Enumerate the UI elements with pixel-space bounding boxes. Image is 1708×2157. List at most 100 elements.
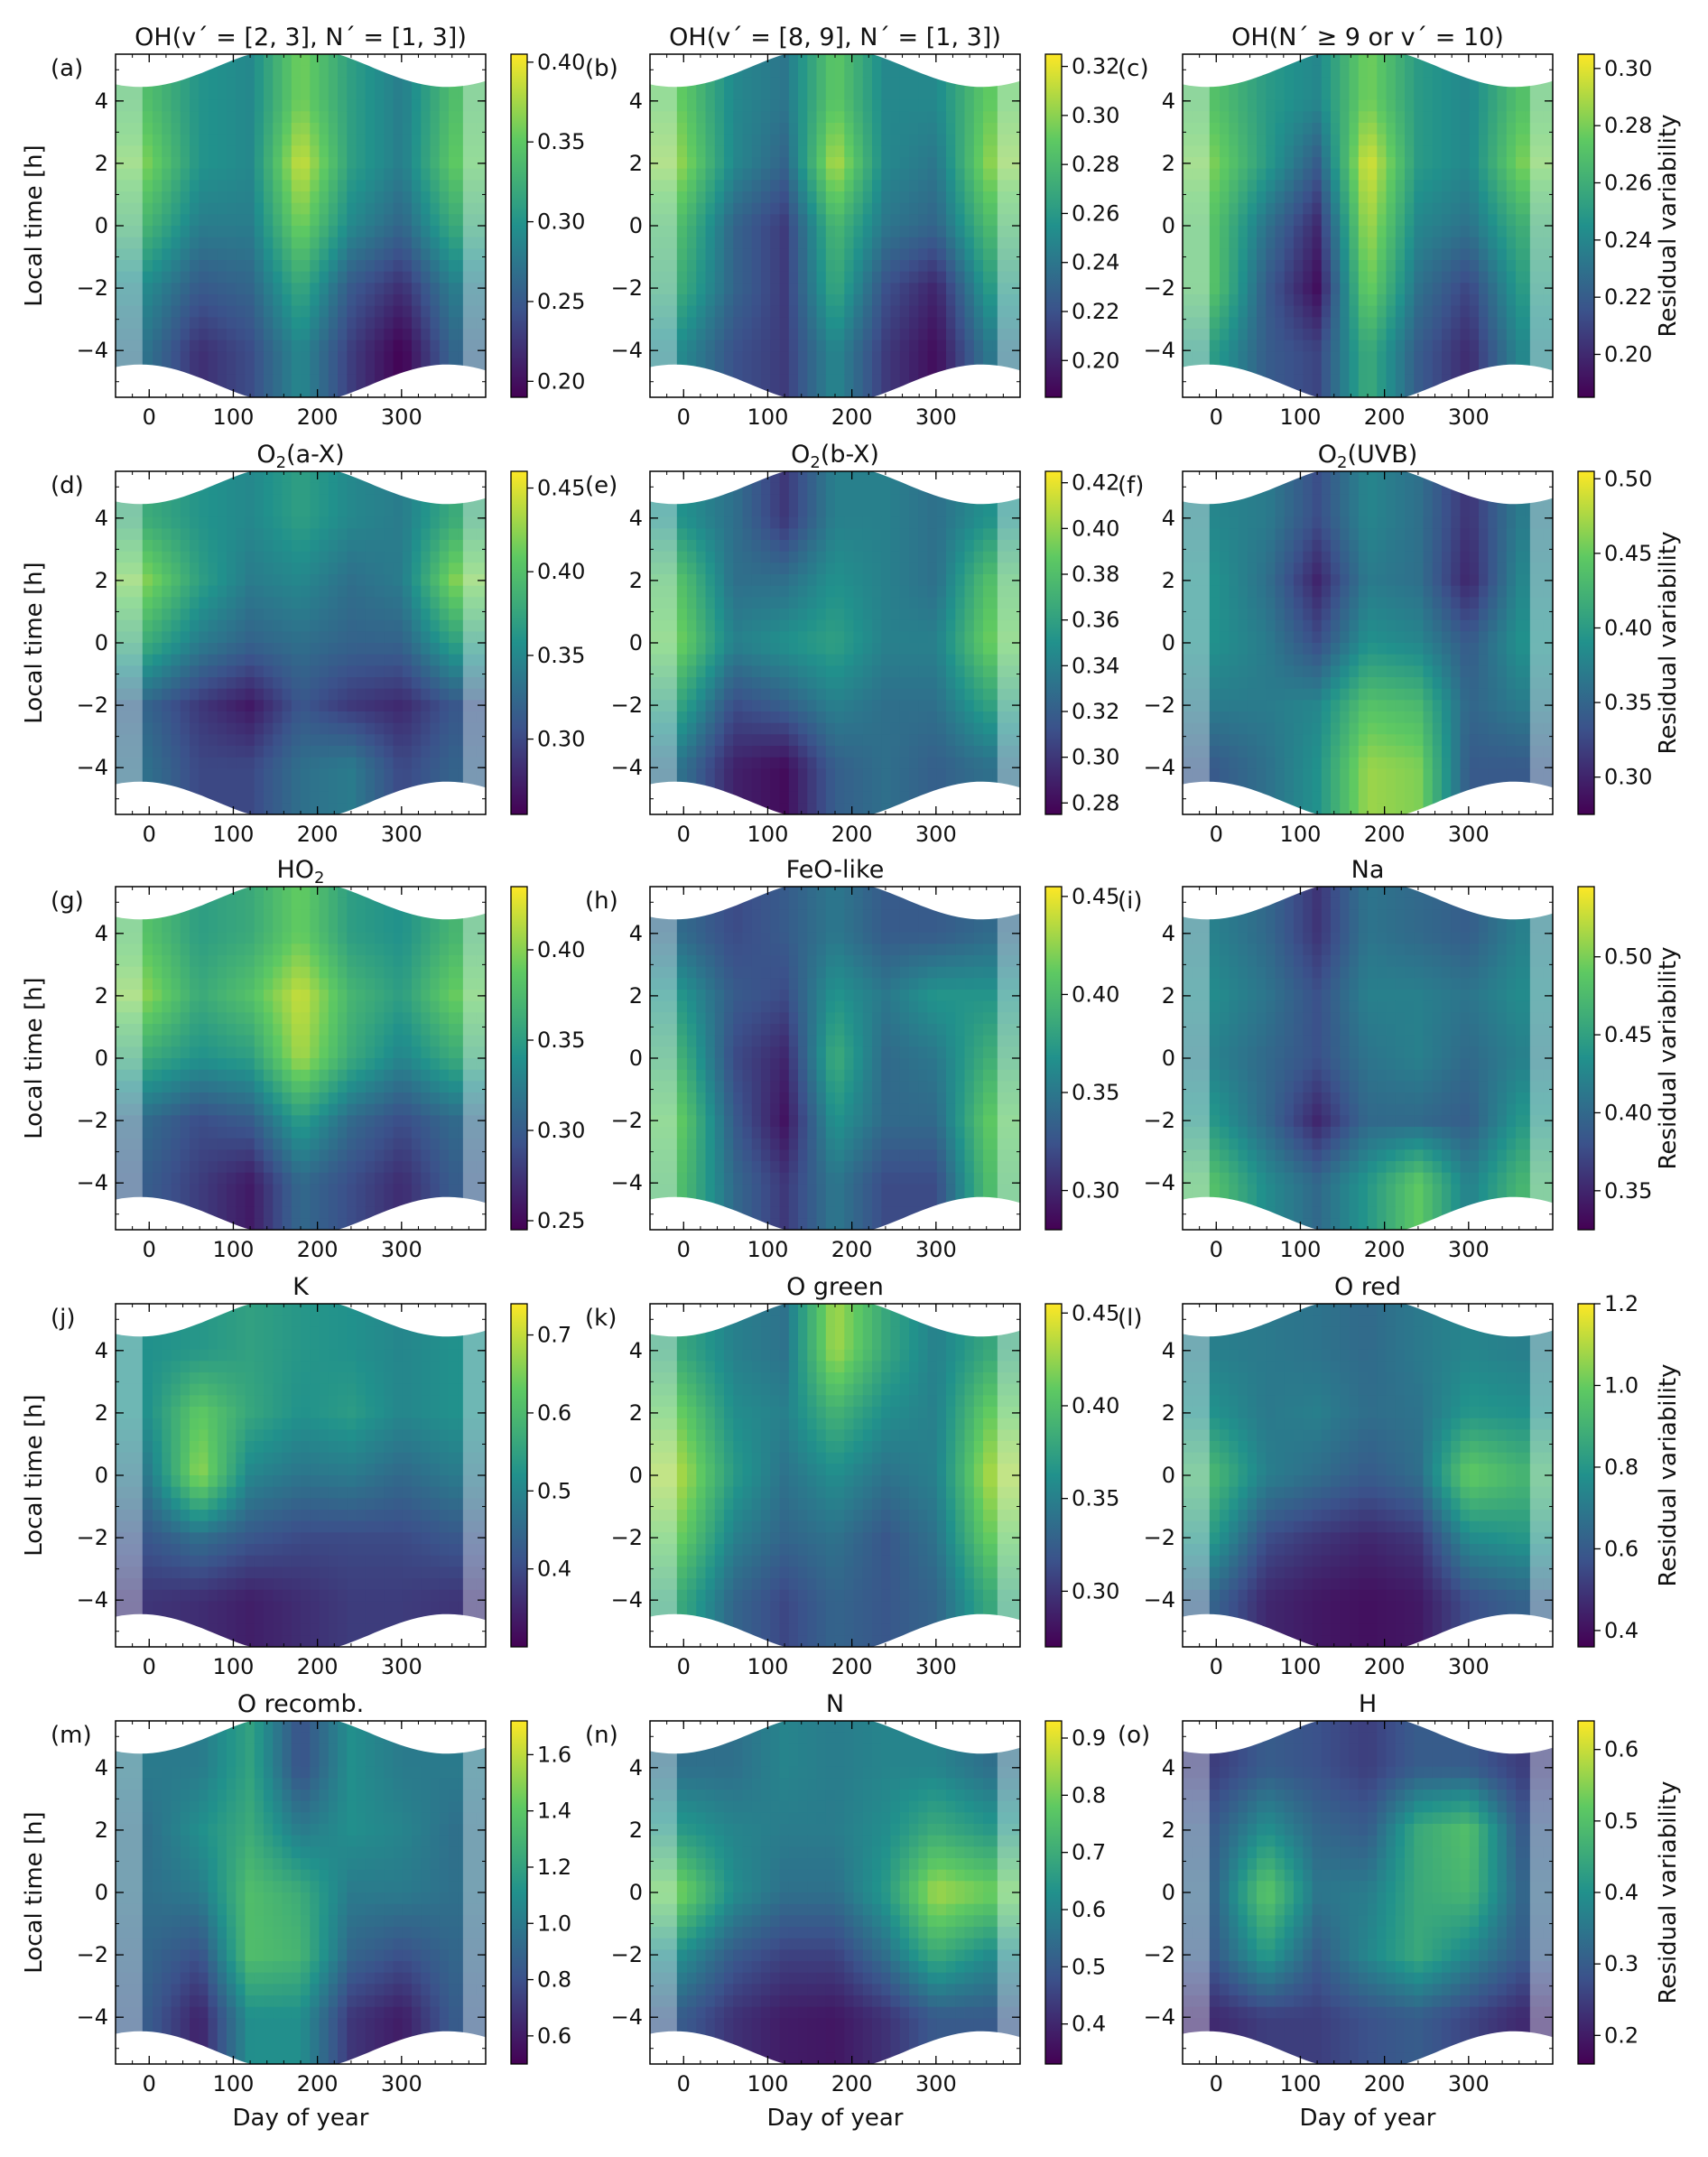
heatmap-cell [116,506,125,518]
heatmap-cell [1312,294,1323,307]
heatmap-cell [1210,226,1221,238]
heatmap-cell [467,294,478,307]
heatmap-cell [1275,168,1286,181]
heatmap-cell [236,363,246,376]
heatmap-cell [328,237,339,249]
heatmap-cell [430,562,441,575]
heatmap-cell [1303,351,1313,364]
heatmap-cell [338,494,348,507]
heatmap-cell [835,99,845,112]
heatmap-cell [180,214,190,227]
heatmap-cell [384,722,395,735]
heatmap-cell [458,123,469,135]
heatmap-cell [1414,339,1425,352]
heatmap-cell [899,363,910,376]
heatmap-cell [825,88,836,101]
heatmap-cell [328,619,339,632]
heatmap-cell [1312,88,1323,101]
heatmap-cell [659,157,670,170]
heatmap-cell [116,248,125,261]
heatmap-cell [236,191,246,204]
heatmap-cell [1247,214,1258,227]
heatmap-cell [1423,123,1434,135]
heatmap-cell [227,305,237,318]
heatmap-cell [449,305,459,318]
heatmap-cell [705,339,716,352]
heatmap-cell [1442,248,1452,261]
heatmap-cell [291,283,302,295]
heatmap-cell [1331,248,1341,261]
heatmap-cell [347,77,357,89]
heatmap-cell [347,540,357,553]
heatmap-cell [375,351,385,364]
heatmap-cell [365,688,376,701]
heatmap-cell [180,700,190,712]
heatmap-cell [236,665,246,678]
heatmap-cell [1386,339,1397,352]
heatmap-cell [909,202,919,215]
heatmap-cell [659,294,670,307]
heatmap-cell [1534,351,1545,364]
heatmap-cell [1469,363,1480,376]
heatmap-cell [1368,329,1378,341]
heatmap-cell [1497,111,1508,124]
heatmap-cell [1405,77,1415,89]
heatmap-cell [1238,283,1249,295]
heatmap-cell [153,711,162,724]
heatmap-cell [338,677,348,690]
heatmap-cell [384,609,395,621]
heatmap-cell [853,168,864,181]
heatmap-cell [1010,123,1020,135]
heatmap-cell [881,65,892,78]
heatmap-cell [1294,237,1304,249]
heatmap-cell [751,77,762,89]
heatmap-cell [687,123,697,135]
heatmap-cell [1358,202,1369,215]
heatmap-cell [254,585,265,598]
heatmap-cell [476,168,486,181]
heatmap-cell [677,157,688,170]
heatmap-cell [143,351,153,364]
heatmap-cell [199,700,209,712]
heatmap-cell [872,374,882,386]
heatmap-cell [208,88,218,101]
heatmap-cell [301,260,311,273]
heatmap-cell [955,111,966,124]
heatmap-cell [319,54,330,67]
heatmap-cell [365,506,376,518]
heatmap-cell [365,619,376,632]
heatmap-cell [291,88,302,101]
heatmap-cell [1220,180,1230,192]
heatmap-cell [872,202,882,215]
heatmap-cell [227,248,237,261]
heatmap-cell [171,214,181,227]
heatmap-cell [853,54,864,67]
heatmap-cell [1525,180,1536,192]
heatmap-cell [338,123,348,135]
heatmap-cell [180,711,190,724]
heatmap-cell [245,294,255,307]
heatmap-cell [1201,226,1211,238]
heatmap-cell [310,65,320,78]
heatmap-cell [1525,99,1536,112]
heatmap-cell [476,111,486,124]
heatmap-cell [430,202,441,215]
heatmap-cell [1321,294,1332,307]
heatmap-cell [733,271,744,284]
heatmap-cell [365,111,376,124]
heatmap-cell [199,574,209,587]
heatmap-cell [310,54,320,67]
heatmap-cell [1395,214,1406,227]
heatmap-cell [1414,134,1425,146]
heatmap-cell [1414,180,1425,192]
heatmap-cell [1525,168,1536,181]
heatmap-cell [319,506,330,518]
heatmap-cell [458,99,469,112]
heatmap-cell [1497,305,1508,318]
heatmap-cell [412,597,422,609]
heatmap-cell [1349,99,1360,112]
heatmap-cell [1192,260,1202,273]
heatmap-cell [1247,305,1258,318]
heatmap-cell [245,757,255,769]
heatmap-cell [208,374,218,386]
